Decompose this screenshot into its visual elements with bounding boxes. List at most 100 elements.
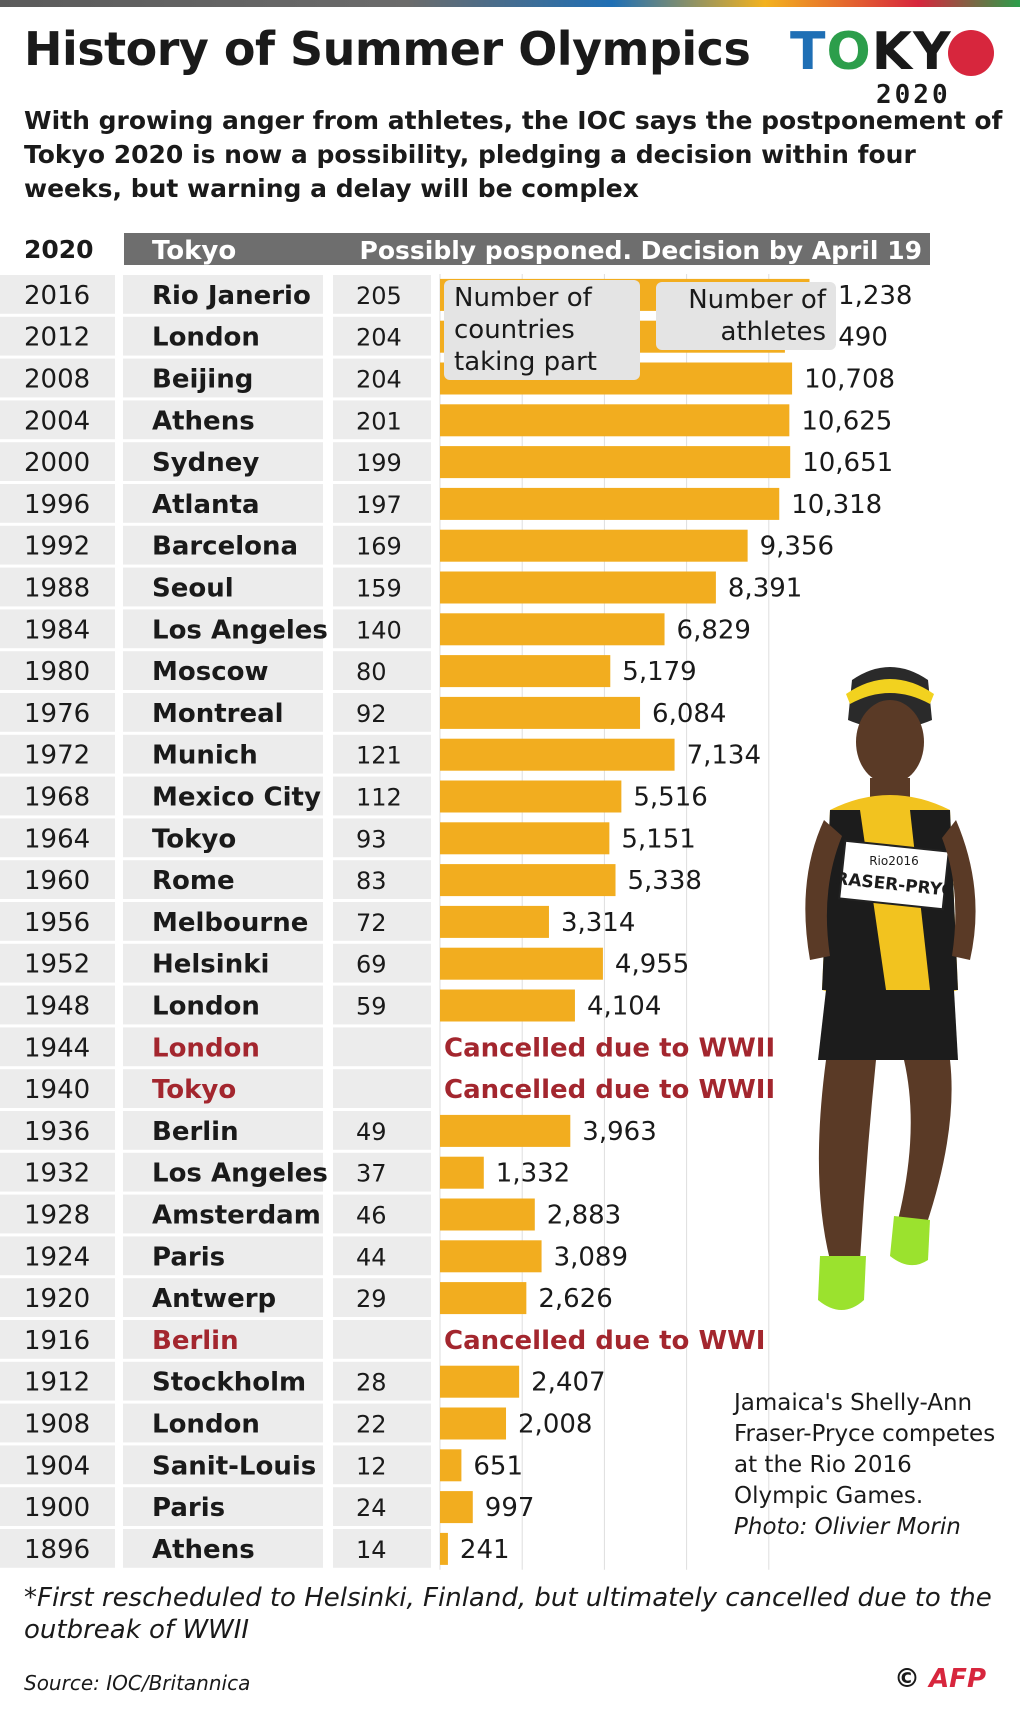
- row-city: Rome: [152, 866, 235, 896]
- athletes-label: 2,407: [531, 1368, 605, 1398]
- athletes-label: 1,332: [496, 1159, 570, 1189]
- row-city: Amsterdam: [152, 1201, 321, 1231]
- athletes-label: 2,626: [538, 1284, 612, 1314]
- row-bg-countries: [333, 525, 431, 565]
- row-bg-year: [0, 1194, 115, 1234]
- logo-wordmark: TOKY: [790, 22, 952, 82]
- row-year: 2000: [24, 448, 90, 478]
- row-bg-year: [0, 1403, 115, 1443]
- countries-value: 112: [356, 784, 402, 812]
- row-city: Tokyo: [152, 1075, 236, 1105]
- countries-value: 159: [356, 575, 402, 603]
- row-bg-year: [0, 860, 115, 899]
- row-bg-countries: [333, 316, 431, 356]
- row-city: Berlin: [152, 1117, 239, 1147]
- athletes-bar: [440, 780, 622, 813]
- caption-credit: Photo: Olivier Morin: [734, 1514, 961, 1540]
- row-city: Antwerp: [152, 1284, 276, 1314]
- athletes-label: 3,089: [554, 1242, 628, 1272]
- row-bg-countries: [333, 1445, 431, 1485]
- row-year: 1952: [24, 950, 90, 980]
- row-bg-year: [0, 1529, 115, 1568]
- row-bg-city: [123, 1069, 323, 1108]
- row-city: Tokyo: [152, 824, 236, 854]
- row-city: Seoul: [152, 574, 234, 604]
- row-bg-year: [0, 818, 115, 858]
- row-year: 1928: [24, 1201, 90, 1231]
- athletes-label: 10,708: [804, 365, 895, 395]
- athletes-label: 5,338: [628, 866, 702, 896]
- row-city: London: [152, 992, 260, 1022]
- athletes-bar: [440, 404, 790, 437]
- row-year: 2016: [24, 281, 90, 311]
- athletes-bar: [440, 1449, 462, 1482]
- row-bg-countries: [333, 1403, 431, 1443]
- row-city: Berlin: [152, 1326, 239, 1356]
- countries-value: 24: [356, 1494, 387, 1522]
- countries-value: 49: [356, 1118, 387, 1146]
- athletes-label: 4,104: [587, 992, 661, 1022]
- logo-year: 2020: [876, 80, 951, 110]
- row-bg-countries: [333, 651, 431, 690]
- athletes-label: 11,238: [822, 281, 913, 311]
- countries-value: 204: [356, 324, 402, 352]
- row-year: 1960: [24, 866, 90, 896]
- row-year: 1896: [24, 1535, 90, 1565]
- row-bg-year: [0, 1320, 115, 1359]
- row-bg-year: [0, 1152, 115, 1192]
- countries-value: 205: [356, 282, 402, 310]
- countries-value: 92: [356, 700, 387, 728]
- row-bg-city: [123, 985, 323, 1025]
- row-city: Atlanta: [152, 490, 260, 520]
- row-bg-city: [123, 567, 323, 607]
- athletes-label: 5,179: [622, 657, 696, 687]
- athletes-bar: [440, 1114, 571, 1147]
- athletes-bar: [440, 613, 665, 646]
- header-city: Tokyo: [152, 236, 236, 266]
- row-city: London: [152, 323, 260, 353]
- row-bg-year: [0, 1069, 115, 1108]
- countries-value: 12: [356, 1452, 387, 1480]
- callout-athletes: Number of athletes: [656, 282, 836, 350]
- row-bg-year: [0, 734, 115, 774]
- row-bg-countries: [333, 1236, 431, 1276]
- row-bg-year: [0, 651, 115, 690]
- row-bg-city: [123, 400, 323, 440]
- row-year: 1988: [24, 574, 90, 604]
- row-bg-year: [0, 275, 115, 314]
- athletes-bar: [440, 1407, 507, 1440]
- countries-value: 121: [356, 742, 402, 770]
- row-year: 1920: [24, 1284, 90, 1314]
- row-bg-countries: [333, 567, 431, 607]
- row-bg-city: [123, 609, 323, 649]
- countries-value: 169: [356, 533, 402, 561]
- row-city: Los Angeles: [152, 615, 328, 645]
- row-bg-countries: [333, 1027, 431, 1067]
- row-city: Sanit-Louis: [152, 1451, 316, 1481]
- row-bg-countries: [333, 442, 431, 481]
- row-year: 1940: [24, 1075, 90, 1105]
- athletes-bar: [440, 1491, 473, 1524]
- countries-value: 72: [356, 909, 387, 937]
- row-bg-countries: [333, 1278, 431, 1317]
- row-bg-countries: [333, 1111, 431, 1150]
- row-city: Los Angeles: [152, 1159, 328, 1189]
- row-bg-countries: [333, 609, 431, 649]
- athletes-label: 7,134: [687, 741, 761, 771]
- row-bg-city: [123, 651, 323, 690]
- row-bg-countries: [333, 1487, 431, 1526]
- row-bg-city: [123, 902, 323, 941]
- caption-text: Jamaica's Shelly-Ann Fraser-Pryce compet…: [734, 1390, 996, 1509]
- row-bg-countries: [333, 693, 431, 732]
- afp-logo: AFP: [929, 1664, 987, 1694]
- athletes-bar: [440, 947, 603, 980]
- row-bg-countries: [333, 1152, 431, 1192]
- row-bg-year: [0, 902, 115, 941]
- row-year: 1976: [24, 699, 90, 729]
- row-bg-countries: [333, 1194, 431, 1234]
- row-year: 1996: [24, 490, 90, 520]
- row-year: 2004: [24, 406, 90, 436]
- row-city: London: [152, 1410, 260, 1440]
- countries-value: 83: [356, 867, 387, 895]
- header-year: 2020: [24, 235, 94, 264]
